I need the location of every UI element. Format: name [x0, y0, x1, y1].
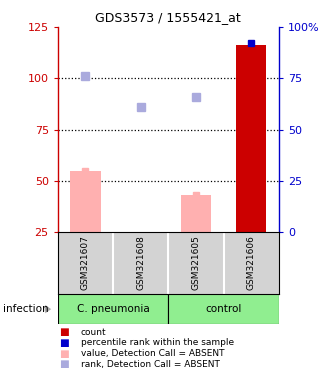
- Text: GSM321605: GSM321605: [191, 236, 200, 290]
- Bar: [168, 294, 279, 324]
- Bar: [181, 195, 211, 232]
- Bar: [70, 170, 101, 232]
- Text: C. pneumonia: C. pneumonia: [77, 304, 149, 314]
- Text: ■: ■: [59, 338, 69, 348]
- Bar: [58, 294, 168, 324]
- Text: count: count: [81, 328, 107, 337]
- Text: infection: infection: [3, 304, 49, 314]
- FancyArrow shape: [45, 305, 51, 313]
- Text: GSM321606: GSM321606: [247, 236, 256, 290]
- Text: GSM321608: GSM321608: [136, 236, 145, 290]
- Text: control: control: [205, 304, 242, 314]
- Title: GDS3573 / 1555421_at: GDS3573 / 1555421_at: [95, 11, 241, 24]
- Text: GSM321607: GSM321607: [81, 236, 90, 290]
- Bar: [125, 232, 156, 234]
- Text: ■: ■: [59, 349, 69, 359]
- Bar: [236, 45, 266, 232]
- Text: rank, Detection Call = ABSENT: rank, Detection Call = ABSENT: [81, 360, 220, 369]
- Text: value, Detection Call = ABSENT: value, Detection Call = ABSENT: [81, 349, 224, 358]
- Text: ■: ■: [59, 327, 69, 337]
- Text: ■: ■: [59, 359, 69, 369]
- Text: percentile rank within the sample: percentile rank within the sample: [81, 338, 234, 348]
